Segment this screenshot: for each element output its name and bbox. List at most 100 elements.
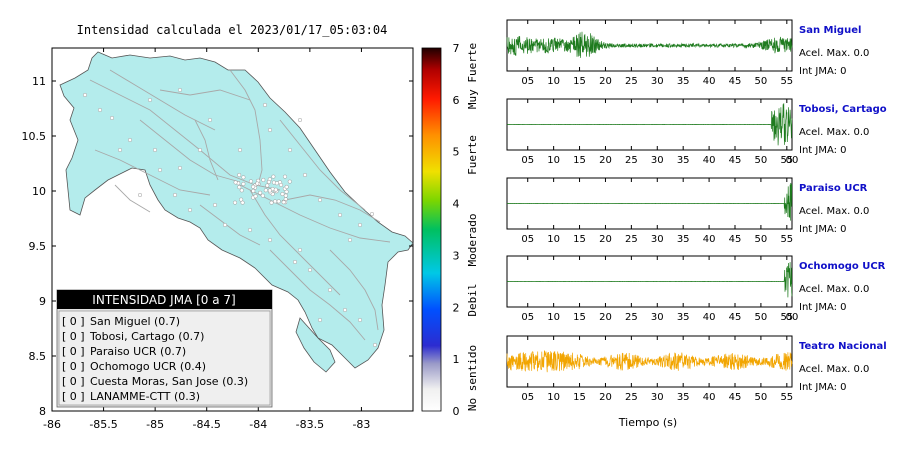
waveform-tick-label: 10 bbox=[547, 312, 560, 323]
station-dot bbox=[269, 200, 274, 205]
colorbar-level-label: Moderado bbox=[466, 214, 479, 267]
station-dot bbox=[267, 237, 273, 243]
map-y-tick-label: 10 bbox=[32, 185, 46, 198]
station-dot bbox=[197, 147, 203, 153]
station-dot bbox=[255, 181, 260, 186]
colorbar-tick-label: 5 bbox=[453, 146, 460, 159]
legend-entries-bg bbox=[58, 310, 271, 406]
station-dot bbox=[357, 317, 363, 323]
waveform-trace bbox=[506, 103, 793, 146]
station-acel: Acel. Max. 0.0 bbox=[799, 284, 869, 295]
station-dot bbox=[267, 127, 273, 133]
station-dot bbox=[157, 167, 163, 173]
station-dot bbox=[266, 179, 271, 184]
station-dot bbox=[109, 115, 115, 121]
map-y-tick-label: 8 bbox=[39, 405, 46, 418]
station-dot bbox=[233, 180, 238, 185]
map-x-tick-label: -86 bbox=[43, 418, 61, 431]
waveform-tick-label: 35 bbox=[677, 234, 690, 245]
station-dot bbox=[327, 287, 333, 293]
station-dot bbox=[342, 307, 348, 313]
waveform-tick-label: 50 bbox=[755, 392, 768, 403]
map-x-tick-label: -85.5 bbox=[89, 418, 117, 431]
station-dot bbox=[82, 92, 88, 98]
station-dot bbox=[212, 202, 218, 208]
waveform-tick-label: 45 bbox=[729, 234, 742, 245]
waveform-tick-label: 55 bbox=[780, 155, 793, 166]
map-y-tick-label: 9 bbox=[39, 295, 46, 308]
waveform-tick-label: 25 bbox=[625, 76, 638, 87]
waveform-tick-label: 20 bbox=[599, 312, 612, 323]
station-dot bbox=[239, 188, 244, 193]
station-dot bbox=[222, 222, 228, 228]
colorbar-tick-label: 6 bbox=[453, 94, 460, 107]
legend-header-bg bbox=[57, 290, 272, 309]
map-y-axis: 11 10.5 10 9.5 9 8.5 8 bbox=[22, 75, 413, 418]
station-dot bbox=[292, 259, 298, 265]
station-name: Teatro Nacional bbox=[799, 341, 887, 352]
waveform-panel: 05 10 15 20 25 30 35 40 45 50 55 San Miguel Acel. Ma… bbox=[506, 19, 869, 87]
legend-entry-name: LANAMME-CTT (0.3) bbox=[90, 390, 200, 403]
waveform-tick-label: 00 bbox=[786, 155, 799, 166]
station-dot bbox=[280, 192, 285, 197]
map-x-tick-label: -83.5 bbox=[296, 418, 324, 431]
legend-entry-level: [ 0 ] bbox=[62, 390, 85, 403]
waveform-tick-label: 55 bbox=[780, 392, 793, 403]
station-dot bbox=[337, 212, 343, 218]
waveform-panel: 05 10 15 20 25 30 35 40 45 50 55 Paraiso UCR Acel. M… bbox=[506, 177, 869, 245]
waveform-tick-label: 45 bbox=[729, 76, 742, 87]
station-dot bbox=[172, 192, 178, 198]
station-dot bbox=[152, 147, 158, 153]
map-y-tick-label: 11 bbox=[32, 75, 46, 88]
waveform-tick-label: 50 bbox=[755, 312, 768, 323]
waveform-trace bbox=[506, 262, 793, 298]
station-dot bbox=[251, 188, 256, 193]
waveform-tick-label: 55 bbox=[780, 76, 793, 87]
station-dot bbox=[369, 211, 375, 217]
colorbar-level-label: Muy Fuerte bbox=[466, 43, 479, 109]
station-dot bbox=[271, 174, 276, 179]
legend-header: INTENSIDAD JMA [0 a 7] bbox=[92, 293, 235, 307]
road-network bbox=[89, 69, 391, 341]
map-y-tick-label: 8.5 bbox=[29, 350, 47, 363]
station-dot bbox=[241, 175, 246, 180]
intensity-colorbar bbox=[421, 47, 442, 412]
waveform-tick-label: 50 bbox=[755, 76, 768, 87]
map-x-tick-label: -83 bbox=[352, 418, 370, 431]
station-int: Int JMA: 0 bbox=[799, 302, 847, 313]
legend-entry-name: Cuesta Moras, San Jose (0.3) bbox=[90, 375, 248, 388]
station-dot bbox=[276, 199, 281, 204]
colorbar-tick-label: 2 bbox=[453, 301, 460, 314]
waveform-tick-label: 30 bbox=[651, 155, 664, 166]
waveform-tick-label: 00 bbox=[786, 312, 799, 323]
colorbar-tick-label: 0 bbox=[453, 405, 460, 418]
waveform-tick-label: 40 bbox=[703, 392, 716, 403]
station-dots bbox=[82, 87, 378, 348]
colorbar-tick-label: 3 bbox=[453, 249, 460, 262]
station-dot bbox=[267, 188, 272, 193]
waveform-tick-label: 10 bbox=[547, 234, 560, 245]
colorbar-level-label: Debil bbox=[466, 283, 479, 316]
station-dot bbox=[262, 102, 268, 108]
waveform-tick-label: 25 bbox=[625, 312, 638, 323]
station-dot bbox=[137, 192, 143, 198]
station-dot bbox=[372, 342, 378, 348]
peninsula-land bbox=[295, 317, 336, 373]
station-dot bbox=[240, 200, 245, 205]
waveform-tick-label: 30 bbox=[651, 312, 664, 323]
station-dot bbox=[297, 117, 303, 123]
colorbar-level-label: No sentido bbox=[466, 345, 479, 411]
waveform-tick-label: 15 bbox=[573, 76, 586, 87]
station-dot bbox=[282, 174, 288, 179]
waveform-trace bbox=[506, 31, 793, 58]
waveform-xlabel: Tiempo (s) bbox=[618, 416, 677, 429]
legend-entry-level: [ 0 ] bbox=[62, 360, 85, 373]
waveform-tick-label: 10 bbox=[547, 392, 560, 403]
waveform-tick-label: 10 bbox=[547, 76, 560, 87]
waveform-tick-label: 05 bbox=[521, 312, 534, 323]
station-name: Tobosi, Cartago bbox=[799, 104, 887, 115]
station-dot bbox=[281, 200, 286, 205]
legend-entry-name: Tobosi, Cartago (0.7) bbox=[89, 330, 204, 343]
station-name: San Miguel bbox=[799, 25, 861, 36]
